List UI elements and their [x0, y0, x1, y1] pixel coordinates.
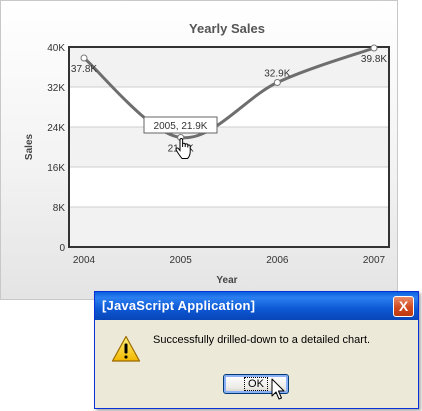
- y-tick-label: 16K: [47, 163, 65, 174]
- data-label: 39.8K: [361, 54, 387, 65]
- x-tick-label: 2005: [170, 255, 193, 266]
- arrow-cursor: [271, 378, 285, 400]
- data-tooltip: 2005, 21.9K: [143, 116, 218, 134]
- ok-button-label: OK: [244, 377, 268, 391]
- dialog-title: [JavaScript Application]: [102, 298, 256, 313]
- x-axis-label: Year: [216, 275, 237, 286]
- plot-band: [69, 127, 389, 167]
- y-tick-label: 40K: [47, 43, 65, 54]
- warning-icon: [111, 335, 141, 362]
- plot-band: [69, 207, 389, 247]
- y-axis-label: Sales: [24, 133, 35, 160]
- chart-panel: Yearly Sales 0 8K 16K 24K 32K 40K 2004 2005 200…: [0, 0, 398, 300]
- data-point: [80, 54, 88, 62]
- plot-border: [68, 46, 390, 248]
- data-point: [273, 79, 281, 86]
- close-button[interactable]: X: [393, 296, 414, 317]
- x-tick-label: 2006: [266, 255, 289, 266]
- y-tick-label: 8K: [53, 203, 66, 214]
- data-point: [370, 44, 378, 52]
- y-tick-label: 32K: [47, 83, 65, 94]
- plot-band: [69, 47, 389, 87]
- y-tick-label: 24K: [47, 123, 65, 134]
- alert-dialog: [JavaScript Application] X Successfully …: [94, 291, 419, 409]
- dialog-titlebar[interactable]: [JavaScript Application] X: [95, 292, 418, 320]
- hand-cursor: [175, 137, 191, 159]
- data-label: 37.8K: [71, 64, 97, 75]
- dialog-message: Successfully drilled-down to a detailed …: [153, 334, 371, 346]
- data-label: 32.9K: [264, 69, 290, 80]
- tooltip-text: 2005, 21.9K: [154, 121, 208, 132]
- close-icon: X: [398, 298, 409, 314]
- y-tick-label: 0: [59, 243, 65, 254]
- line-chart: Yearly Sales 0 8K 16K 24K 32K 40K 2004 2005 200…: [24, 21, 390, 286]
- x-tick-label: 2007: [363, 255, 386, 266]
- chart-title: Yearly Sales: [189, 21, 265, 36]
- x-tick-label: 2004: [73, 255, 96, 266]
- series-line: [82, 46, 376, 140]
